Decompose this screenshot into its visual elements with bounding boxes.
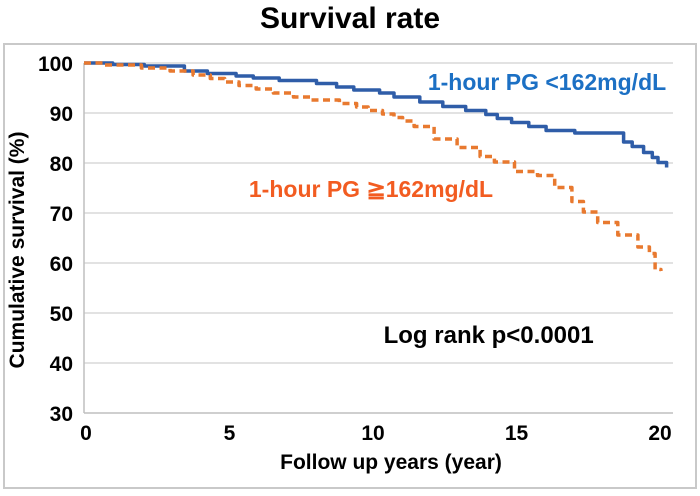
x-tick-label-5: 5 bbox=[224, 422, 236, 445]
chart-plot-area: 30 40 50 60 70 80 90 100 0 5 10 15 20 Follow up years… bbox=[3, 43, 697, 489]
log-rank-annotation: Log rank p<0.0001 bbox=[384, 322, 594, 349]
y-tick-label-60: 60 bbox=[50, 253, 73, 276]
x-tick-label-10: 10 bbox=[361, 422, 384, 445]
series-line-orange bbox=[84, 61, 663, 272]
legend-label-orange: 1-hour PG ≧162mg/dL bbox=[249, 176, 493, 202]
legend-label-blue: 1-hour PG <162mg/dL bbox=[428, 69, 666, 95]
series-line-blue bbox=[84, 61, 669, 168]
y-tick-label-90: 90 bbox=[50, 103, 73, 126]
survival-plot-svg: 30 40 50 60 70 80 90 100 0 5 10 15 20 Follow up years… bbox=[6, 53, 673, 474]
y-tick-label-70: 70 bbox=[50, 203, 73, 226]
y-tick-label-30: 30 bbox=[50, 403, 73, 426]
x-tick-label-15: 15 bbox=[505, 422, 529, 445]
chart-title: Survival rate bbox=[259, 2, 441, 35]
x-tick-label-20: 20 bbox=[648, 422, 671, 445]
y-tick-label-40: 40 bbox=[50, 353, 73, 376]
y-tick-label-50: 50 bbox=[50, 303, 73, 326]
x-axis-title: Follow up years (year) bbox=[280, 451, 502, 474]
x-tick-label-0: 0 bbox=[80, 422, 92, 445]
y-tick-label-80: 80 bbox=[50, 153, 73, 176]
y-tick-label-100: 100 bbox=[38, 53, 73, 76]
y-axis-title: Cumulative survival (%) bbox=[6, 132, 29, 369]
